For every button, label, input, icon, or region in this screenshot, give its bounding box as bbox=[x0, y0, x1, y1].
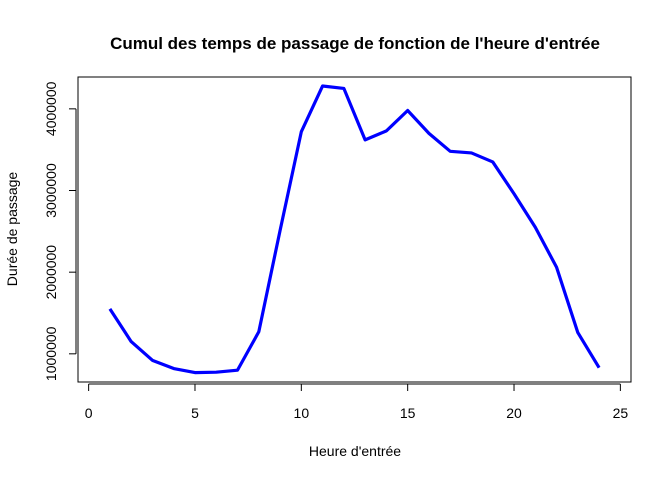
chart-title: Cumul des temps de passage de fonction d… bbox=[110, 34, 600, 53]
x-axis: 0 5 10 15 20 25 bbox=[85, 383, 629, 421]
y-axis: 1000000 2000000 3000000 4000000 bbox=[43, 81, 77, 381]
x-tick-label: 10 bbox=[294, 405, 310, 421]
x-tick-label: 15 bbox=[400, 405, 416, 421]
x-tick-label: 0 bbox=[85, 405, 93, 421]
y-tick-label: 2000000 bbox=[43, 245, 59, 300]
x-axis-label: Heure d'entrée bbox=[309, 443, 401, 459]
x-tick-label: 20 bbox=[506, 405, 522, 421]
plot-frame bbox=[77, 76, 632, 383]
y-tick-label: 4000000 bbox=[43, 81, 59, 136]
y-axis-label: Durée de passage bbox=[4, 172, 20, 287]
plot-box bbox=[77, 76, 632, 383]
series-layer bbox=[108, 84, 601, 375]
series-line bbox=[108, 84, 601, 375]
y-tick-label: 3000000 bbox=[43, 163, 59, 218]
y-tick-label: 1000000 bbox=[43, 326, 59, 381]
x-tick-label: 5 bbox=[191, 405, 199, 421]
x-tick-label: 25 bbox=[613, 405, 629, 421]
